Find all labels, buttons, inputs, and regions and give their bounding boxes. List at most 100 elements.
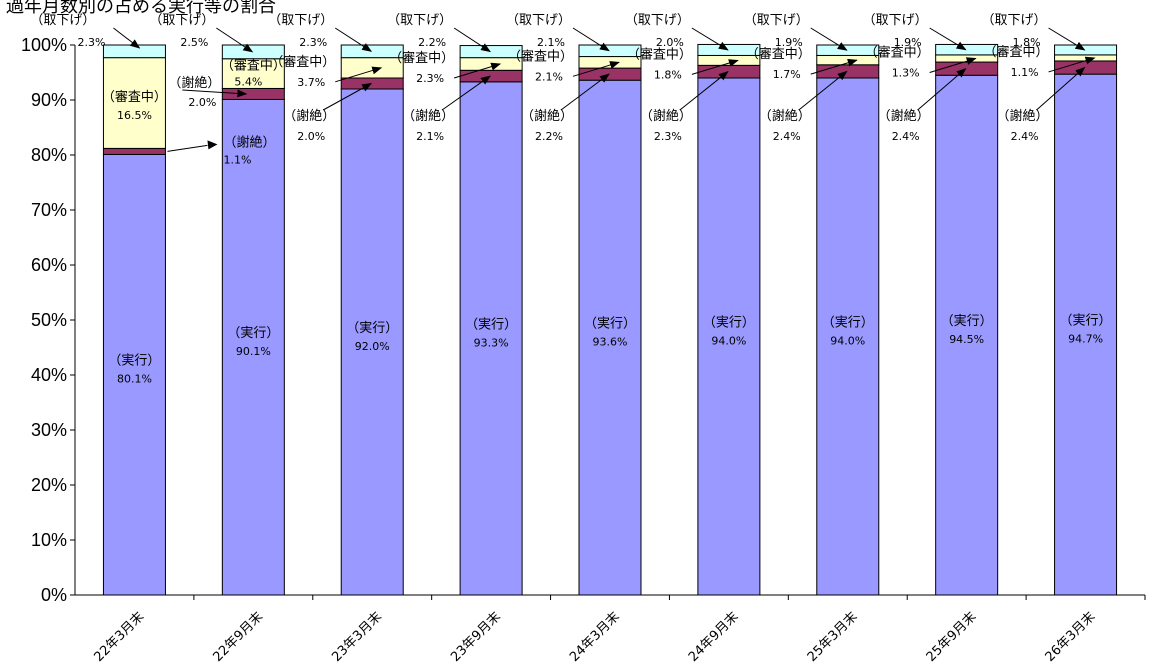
x-tick-label: 24年9月末 <box>686 609 742 665</box>
value-label-torisage: 2.1% <box>537 36 565 49</box>
callout-line-shazetsu <box>182 89 248 98</box>
bar-segment-jikko <box>935 74 999 596</box>
y-tick-label: 50% <box>31 310 67 330</box>
value-label-jikko: 94.0% <box>711 335 746 348</box>
y-tick-label: 30% <box>31 420 67 440</box>
bar-segment-shazetsu <box>221 87 285 100</box>
series-label-torisage: （取下げ） <box>744 13 809 28</box>
series-label-shazetsu: （謝絶） <box>283 108 335 124</box>
bar-segment-shazetsu <box>935 61 999 76</box>
value-label-torisage: 2.5% <box>180 36 208 49</box>
y-tick-label: 40% <box>31 365 67 385</box>
annotations: （実行） 80.1% （審査中） 16.5% （謝絶） 1.1% （取下げ） 2.3% （実行）… <box>30 13 1111 386</box>
y-tick-label: 60% <box>31 255 67 275</box>
value-label-torisage: 1.9% <box>894 36 922 49</box>
series-label-shinsa: （審査中） <box>865 45 930 60</box>
y-tick-label: 70% <box>31 200 67 220</box>
series-label-jikko: （実行） <box>346 320 398 336</box>
callout-line-torisage <box>216 27 254 53</box>
bar-segment-torisage <box>221 44 285 60</box>
value-label-shinsa: 1.3% <box>892 66 920 79</box>
series-label-shazetsu: （謝絶） <box>168 75 220 91</box>
value-label-jikko: 93.3% <box>474 336 509 349</box>
bar-segment-shazetsu <box>816 64 880 79</box>
series-label-torisage: （取下げ） <box>506 13 571 28</box>
bar-segment-torisage <box>816 44 880 56</box>
callout-line-torisage <box>113 27 141 49</box>
series-label-shazetsu: （謝絶） <box>759 108 811 124</box>
callout-line-torisage <box>572 27 610 52</box>
value-label-torisage: 1.9% <box>775 36 803 49</box>
value-label-jikko: 94.7% <box>1068 333 1103 346</box>
series-label-shazetsu: （謝絶） <box>223 134 275 150</box>
value-label-shinsa: 1.1% <box>1011 66 1039 79</box>
series-label-torisage: （取下げ） <box>387 13 452 28</box>
series-label-torisage: （取下げ） <box>625 13 690 28</box>
callout-line-shinsa <box>1048 56 1096 73</box>
bar-segment-shinsa <box>102 57 166 149</box>
callout-line-shazetsu <box>679 71 729 111</box>
value-label-shinsa: 1.7% <box>773 68 801 81</box>
x-tick-label: 22年9月末 <box>210 609 266 665</box>
value-label-torisage: 2.3% <box>299 36 327 49</box>
y-tick-label: 100% <box>21 35 67 55</box>
bar-segment-torisage <box>102 44 166 59</box>
value-label-shinsa: 1.8% <box>654 68 682 81</box>
series-label-jikko: （実行） <box>1060 313 1112 329</box>
value-label-jikko: 80.1% <box>117 373 152 386</box>
series-label-shazetsu: （謝絶） <box>997 108 1049 124</box>
series-label-shinsa: （審査中） <box>627 47 692 62</box>
x-tick-label: 24年3月末 <box>567 609 623 665</box>
series-label-jikko: （実行） <box>822 315 874 331</box>
x-tick-label: 23年9月末 <box>448 609 504 665</box>
series-label-torisage: （取下げ） <box>149 13 214 28</box>
series-label-shinsa: （審査中） <box>102 90 167 105</box>
value-label-shazetsu: 1.1% <box>223 153 251 166</box>
series-label-shinsa: （審査中） <box>270 55 335 70</box>
callout-line-shazetsu <box>798 70 848 111</box>
arrowhead <box>207 140 218 150</box>
bar-segment-torisage <box>578 44 642 58</box>
value-label-shinsa: 16.5% <box>117 109 152 122</box>
x-tick-label: 23年3月末 <box>329 609 385 665</box>
bar-segment-jikko <box>459 81 523 596</box>
series-label-shazetsu: （謝絶） <box>402 108 454 124</box>
series-label-jikko: （実行） <box>941 313 993 329</box>
bar-segment-jikko <box>340 88 404 596</box>
series-label-jikko: （実行） <box>465 316 517 332</box>
bar-segment-torisage <box>935 43 999 56</box>
callout-line-shazetsu <box>1036 66 1086 111</box>
bar-segment-shazetsu <box>340 77 404 90</box>
y-tick-label: 20% <box>31 475 67 495</box>
value-label-torisage: 2.2% <box>418 36 446 49</box>
bar-segment-jikko <box>697 77 761 596</box>
chart-title: 過年月数別の占める実行等の割合 <box>6 0 276 17</box>
bar-segment-jikko <box>102 153 166 596</box>
bar-segment-torisage <box>340 44 404 59</box>
x-tick-label: 26年3月末 <box>1043 609 1099 665</box>
series-label-torisage: （取下げ） <box>268 13 333 28</box>
value-label-jikko: 94.5% <box>949 333 984 346</box>
value-label-jikko: 93.6% <box>593 336 628 349</box>
series-label-shinsa: （審査中） <box>389 51 454 66</box>
y-tick-label: 90% <box>31 90 67 110</box>
value-label-shazetsu: 2.4% <box>1011 130 1039 143</box>
callout-line-shinsa <box>810 58 858 75</box>
callout-line-torisage <box>929 27 967 51</box>
bar-segment-shinsa <box>1054 54 1118 62</box>
series-label-torisage: （取下げ） <box>863 13 928 28</box>
bar-segment-shazetsu <box>578 67 642 81</box>
chart-title-area: 過年月数別の占める実行等の割合 <box>6 0 276 17</box>
series-label-torisage: （取下げ） <box>982 13 1047 28</box>
series-label-shazetsu: （謝絶） <box>521 108 573 124</box>
bar-segment-jikko <box>816 77 880 596</box>
y-tick-label: 0% <box>41 585 67 605</box>
bar-segment-shazetsu <box>102 147 166 155</box>
callout-line-shazetsu <box>322 83 373 111</box>
value-label-shinsa: 3.7% <box>297 76 325 89</box>
bar-segment-jikko <box>221 98 285 596</box>
value-label-shazetsu: 2.3% <box>654 130 682 143</box>
bar-segment-torisage <box>1054 44 1118 56</box>
value-label-torisage: 2.0% <box>656 36 684 49</box>
callout-line-shinsa <box>572 61 620 77</box>
